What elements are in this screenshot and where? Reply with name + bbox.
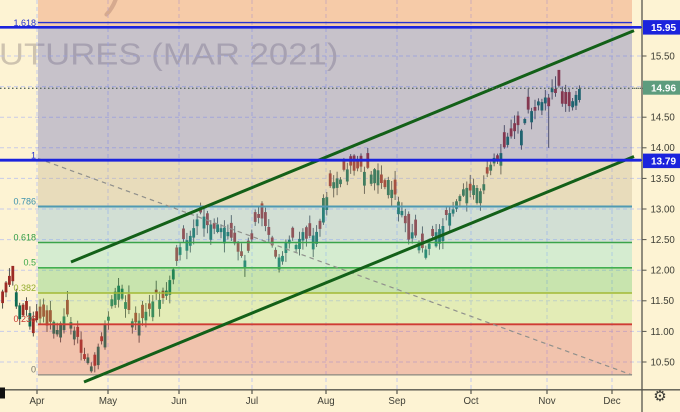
svg-text:Jul: Jul bbox=[246, 396, 258, 407]
svg-text:Jun: Jun bbox=[171, 396, 187, 407]
svg-text:15.50: 15.50 bbox=[651, 51, 676, 62]
svg-text:UTURES (MAR 2021): UTURES (MAR 2021) bbox=[0, 36, 338, 71]
svg-text:May: May bbox=[99, 396, 117, 407]
svg-text:1.618: 1.618 bbox=[13, 18, 36, 28]
svg-text:14.96: 14.96 bbox=[651, 83, 676, 94]
svg-text:0: 0 bbox=[31, 365, 36, 375]
svg-text:11.50: 11.50 bbox=[651, 296, 675, 307]
svg-text:0.382: 0.382 bbox=[13, 283, 36, 293]
svg-text:⚙: ⚙ bbox=[653, 388, 666, 405]
svg-text:12.00: 12.00 bbox=[651, 266, 676, 277]
svg-text:Apr: Apr bbox=[29, 396, 45, 407]
svg-text:Nov: Nov bbox=[538, 396, 555, 407]
svg-text:0.618: 0.618 bbox=[13, 232, 36, 242]
svg-text:Oct: Oct bbox=[463, 396, 478, 407]
svg-text:12.50: 12.50 bbox=[651, 235, 676, 246]
svg-text:11.00: 11.00 bbox=[651, 327, 675, 338]
svg-text:13.50: 13.50 bbox=[651, 174, 676, 185]
svg-text:13.79: 13.79 bbox=[651, 156, 676, 167]
svg-text:14.50: 14.50 bbox=[651, 113, 676, 124]
svg-text:1: 1 bbox=[31, 151, 36, 161]
svg-text:13.00: 13.00 bbox=[651, 204, 676, 215]
svg-text:0.236: 0.236 bbox=[13, 314, 36, 324]
svg-text:Dec: Dec bbox=[603, 396, 620, 407]
svg-text:15.95: 15.95 bbox=[651, 23, 676, 34]
svg-text:Aug: Aug bbox=[317, 396, 334, 407]
svg-text:0.5: 0.5 bbox=[23, 258, 36, 268]
svg-text:10.50: 10.50 bbox=[651, 357, 676, 368]
svg-text:Sep: Sep bbox=[388, 396, 405, 407]
svg-text:14.00: 14.00 bbox=[651, 143, 676, 154]
svg-text:0.786: 0.786 bbox=[13, 196, 36, 206]
